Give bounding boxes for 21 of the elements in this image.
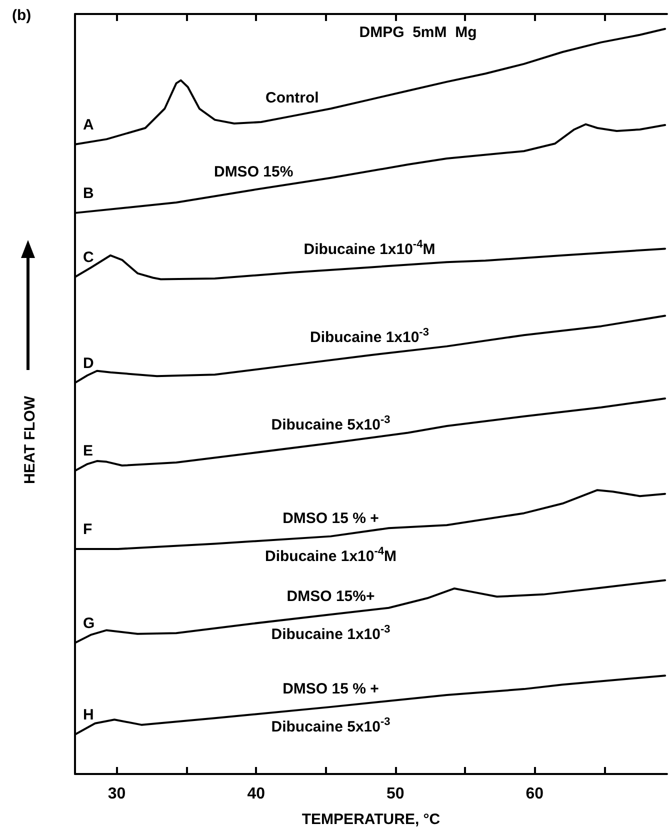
text: (b) [12,7,32,24]
annotation: Control [265,90,319,107]
x-axis-title: TEMPERATURE, °C [302,811,440,828]
x-tick-label: 40 [247,786,266,802]
x-tick-label: 30 [108,786,126,802]
chart-title: DMPG 5mM Mg [359,24,477,41]
annotation: DMSO 15%+ [286,588,375,606]
series-label: H [83,706,94,724]
annotation: DMSO 15 % + [282,680,380,698]
series-label: B [83,184,94,202]
series-label: D [83,354,94,372]
series-label: F [83,520,92,538]
series-label: E [83,442,94,460]
annotation: DMSO 15 % + [282,510,380,527]
x-tick-label: 60 [526,786,544,802]
series-label: A [83,116,94,134]
y-axis-title: HEAT FLOW [22,395,38,484]
annotation: DMSO 15% [214,163,294,180]
x-tick-label: 50 [386,786,404,802]
series-label: G [83,614,95,632]
series-label: C [83,249,94,266]
